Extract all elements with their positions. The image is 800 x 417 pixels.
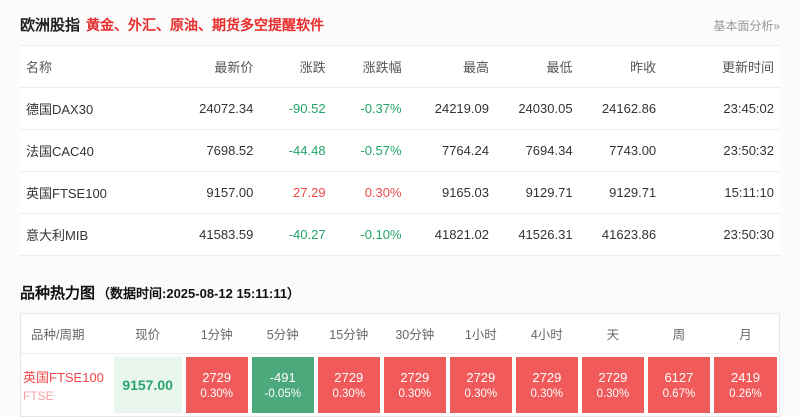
index-last: 24072.34	[172, 87, 260, 130]
index-high: 9165.03	[407, 171, 495, 214]
current-price: 9157.00	[113, 357, 182, 413]
index-time: 23:50:32	[662, 129, 780, 172]
col-header-last: 最新价	[172, 45, 260, 88]
top-bar: 欧洲股指 黄金、外汇、原油、期货多空提醒软件 基本面分析»	[20, 14, 780, 35]
index-last: 41583.59	[172, 213, 260, 256]
col-header-change: 涨跌	[259, 45, 332, 88]
heatmap-title: 品种热力图	[20, 285, 96, 302]
col-header-high: 最高	[407, 45, 495, 88]
heatmap-table: 品种/周期 现价 1分钟 5分钟 15分钟 30分钟 1小时 4小时 天 周 月…	[20, 313, 780, 417]
indices-table: 名称 最新价 涨跌 涨跌幅 最高 最低 昨收 更新时间 德国DAX30 2407…	[20, 45, 780, 256]
heatmap-data-time: （数据时间:2025-08-12 15:11:11）	[97, 286, 301, 301]
fundamental-analysis-link[interactable]: 基本面分析»	[713, 19, 780, 33]
index-change: -90.52	[259, 87, 332, 130]
heat-cell-4h: 2729 0.30%	[515, 357, 578, 413]
index-name[interactable]: 意大利MIB	[20, 213, 172, 256]
index-prev: 9129.71	[578, 171, 663, 214]
index-change: 27.29	[259, 171, 332, 214]
heat-col-month: 月	[711, 313, 780, 354]
heat-cell-day: 2729 0.30%	[581, 357, 644, 413]
table-row-cac40: 法国CAC40 7698.52 -44.48 -0.57% 7764.24 76…	[20, 129, 780, 172]
index-time: 23:45:02	[662, 87, 780, 130]
index-name[interactable]: 英国FTSE100	[20, 171, 172, 214]
heat-symbol-code: FTSE	[23, 389, 54, 403]
heat-cell-1m: 2729 0.30%	[185, 357, 248, 413]
col-header-name: 名称	[20, 45, 172, 88]
index-last: 9157.00	[172, 171, 260, 214]
index-pct: -0.37%	[331, 87, 408, 130]
index-low: 9129.71	[494, 171, 579, 214]
index-last: 7698.52	[172, 129, 260, 172]
index-prev: 7743.00	[578, 129, 663, 172]
index-name[interactable]: 德国DAX30	[20, 87, 172, 130]
heat-col-5m: 5分钟	[249, 313, 316, 354]
heat-cell-1h: 2729 0.30%	[449, 357, 512, 413]
heat-cell-5m: -491 -0.05%	[251, 357, 314, 413]
index-prev: 24162.86	[578, 87, 663, 130]
index-change: -40.27	[259, 213, 332, 256]
index-high: 24219.09	[407, 87, 495, 130]
index-pct: 0.30%	[331, 171, 408, 214]
heat-col-1m: 1分钟	[183, 313, 250, 354]
heat-price-cell: 9157.00	[112, 354, 184, 417]
page-title: 欧洲股指	[20, 17, 81, 34]
col-header-low: 最低	[494, 45, 579, 88]
heat-col-30m: 30分钟	[381, 313, 448, 354]
indices-header-row: 名称 最新价 涨跌 涨跌幅 最高 最低 昨收 更新时间	[20, 45, 780, 88]
page-subtitle: 黄金、外汇、原油、期货多空提醒软件	[86, 17, 325, 33]
table-row-ftse100: 英国FTSE100 9157.00 27.29 0.30% 9165.03 91…	[20, 171, 780, 214]
heatmap-header-row: 品种/周期 现价 1分钟 5分钟 15分钟 30分钟 1小时 4小时 天 周 月	[20, 313, 780, 354]
index-pct: -0.10%	[331, 213, 408, 256]
heat-cell-30m: 2729 0.30%	[383, 357, 446, 413]
table-row-dax30: 德国DAX30 24072.34 -90.52 -0.37% 24219.09 …	[20, 87, 780, 130]
heat-col-symbol: 品种/周期	[20, 313, 112, 354]
heat-cell-month: 2419 0.26%	[713, 357, 777, 413]
index-pct: -0.57%	[331, 129, 408, 172]
col-header-pct: 涨跌幅	[331, 45, 408, 88]
heat-col-15m: 15分钟	[315, 313, 382, 354]
col-header-time: 更新时间	[662, 45, 780, 88]
heat-symbol-name: 英国FTSE100	[23, 370, 104, 385]
index-time: 23:50:30	[662, 213, 780, 256]
index-high: 41821.02	[407, 213, 495, 256]
heat-symbol-cell[interactable]: 英国FTSE100 FTSE	[21, 354, 112, 417]
heat-col-day: 天	[579, 313, 646, 354]
table-row-mib: 意大利MIB 41583.59 -40.27 -0.10% 41821.02 4…	[20, 213, 780, 256]
index-time: 15:11:10	[662, 171, 780, 214]
index-change: -44.48	[259, 129, 332, 172]
heat-cell-15m: 2729 0.30%	[317, 357, 380, 413]
index-low: 7694.34	[494, 129, 579, 172]
col-header-prev: 昨收	[578, 45, 663, 88]
index-low: 41526.31	[494, 213, 579, 256]
heat-col-week: 周	[645, 313, 712, 354]
heat-col-4h: 4小时	[513, 313, 580, 354]
heat-col-price: 现价	[111, 313, 184, 354]
index-high: 7764.24	[407, 129, 495, 172]
heatmap-row-ftse100: 英国FTSE100 FTSE 9157.00 2729 0.30% -491 -…	[21, 354, 780, 417]
heatmap-header: 品种热力图 （数据时间:2025-08-12 15:11:11）	[20, 282, 780, 303]
heat-cell-week: 6127 0.67%	[647, 357, 710, 413]
index-prev: 41623.86	[578, 213, 663, 256]
index-low: 24030.05	[494, 87, 579, 130]
index-name[interactable]: 法国CAC40	[20, 129, 172, 172]
heat-col-1h: 1小时	[447, 313, 514, 354]
